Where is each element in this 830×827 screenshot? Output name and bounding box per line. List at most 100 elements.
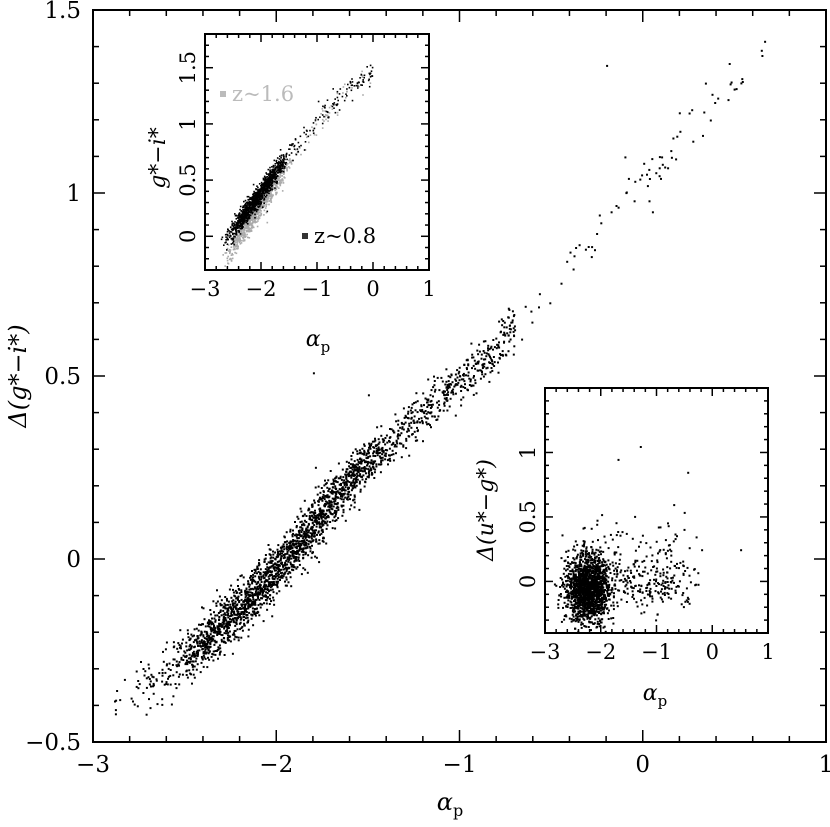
main-data-point [477, 362, 480, 365]
main-data-point [566, 260, 569, 263]
inset-gi-point-z16 [237, 234, 240, 237]
main-data-point [203, 641, 206, 643]
main-data-point [352, 470, 355, 473]
inset-gi-point-z16 [290, 163, 293, 165]
main-data-point [634, 180, 637, 183]
main-data-point [362, 474, 365, 477]
main-data-point [499, 353, 502, 355]
inset-ug-panel: −3 −2 −1 0 1 00.51 αp Δ(u*−g*) [474, 387, 775, 710]
inset-gi-point-z16 [229, 249, 232, 251]
main-data-point [242, 613, 245, 616]
main-data-point [223, 620, 226, 623]
main-data-point [335, 507, 338, 510]
main-data-point [234, 624, 237, 627]
main-outlier-point [578, 244, 581, 247]
main-data-point [249, 588, 252, 591]
inset-gi-point-z16 [241, 234, 243, 236]
main-data-point [303, 530, 306, 533]
main-data-point [232, 632, 235, 635]
main-data-point [468, 384, 471, 386]
main-data-point [181, 638, 184, 641]
main-data-point [436, 376, 439, 379]
main-data-point [454, 414, 457, 417]
main-data-point [334, 496, 337, 498]
inset-gi-point-z16 [231, 252, 233, 255]
main-data-point [298, 553, 301, 556]
inset-ug-point [571, 589, 574, 592]
inset-gi-point-z16 [247, 226, 249, 228]
main-data-point [342, 500, 345, 503]
main-data-point [446, 385, 449, 387]
main-data-point [436, 401, 438, 404]
main-data-point [270, 560, 273, 563]
main-data-point [341, 495, 344, 498]
main-data-point [255, 589, 258, 592]
main-data-point [222, 640, 225, 643]
main-data-point [236, 616, 239, 619]
main-data-point [328, 508, 331, 511]
main-data-point [209, 613, 212, 616]
main-data-point [352, 481, 355, 484]
inset-gi-point-z08 [266, 191, 269, 194]
main-data-point [402, 445, 405, 448]
inset-gi-point-z08 [237, 220, 239, 222]
inset-gi-point-z08 [242, 205, 245, 207]
inset-gi-point-z16 [326, 114, 329, 117]
main-data-point [301, 537, 304, 540]
inset-gi-point-z08 [248, 202, 251, 204]
main-data-point [350, 471, 353, 474]
main-data-point [366, 460, 369, 463]
main-data-point [488, 361, 491, 364]
main-data-point [172, 695, 175, 698]
main-data-point [265, 573, 268, 576]
main-data-point [145, 686, 148, 689]
main-data-point [227, 609, 230, 612]
main-data-point [448, 405, 451, 408]
main-y-tick-label: 1 [66, 181, 81, 207]
main-data-point [221, 634, 224, 637]
inset-gi-point-z16 [309, 134, 312, 136]
inset-gi-point-z08 [253, 209, 255, 212]
main-data-point [761, 55, 764, 57]
main-data-point [302, 514, 305, 517]
main-data-point [305, 521, 308, 523]
main-data-point [401, 422, 404, 425]
main-data-point [214, 630, 216, 633]
inset-gi-point-z08 [261, 206, 264, 208]
main-data-point [272, 563, 275, 566]
inset-gi-point-z16 [240, 242, 243, 244]
inset-gi-point-z08 [255, 193, 258, 195]
main-data-point [182, 654, 185, 657]
main-data-point [213, 643, 216, 646]
main-data-point [369, 455, 372, 458]
main-data-point [336, 481, 339, 484]
main-data-point [293, 539, 296, 542]
inset-gi-point-z16 [266, 196, 269, 198]
main-data-point [196, 635, 199, 638]
main-data-point [345, 470, 348, 473]
main-data-point [278, 550, 281, 553]
main-data-point [265, 584, 268, 587]
inset-gi-y-tick-label: 0 [176, 230, 200, 243]
main-data-point [370, 472, 373, 474]
inset-gi-point-z08 [228, 232, 231, 234]
main-data-point [227, 614, 229, 617]
main-data-point [285, 559, 288, 562]
main-data-point [651, 158, 654, 161]
inset-gi-point-z08 [281, 162, 284, 164]
main-data-point [321, 531, 324, 533]
main-data-point [218, 595, 221, 598]
inset-gi-point-z16 [275, 188, 278, 191]
inset-gi-point-z08 [258, 202, 261, 205]
main-data-point [251, 587, 254, 590]
main-data-point [223, 627, 226, 630]
main-data-point [322, 510, 325, 513]
main-data-point [511, 319, 514, 322]
main-data-point [240, 593, 243, 596]
main-data-point [484, 340, 487, 343]
main-data-point [306, 526, 309, 529]
main-data-point [189, 660, 192, 663]
main-data-point [590, 256, 593, 259]
main-y-tick-label: −0.5 [25, 730, 81, 756]
inset-gi-point-z08 [275, 162, 278, 164]
